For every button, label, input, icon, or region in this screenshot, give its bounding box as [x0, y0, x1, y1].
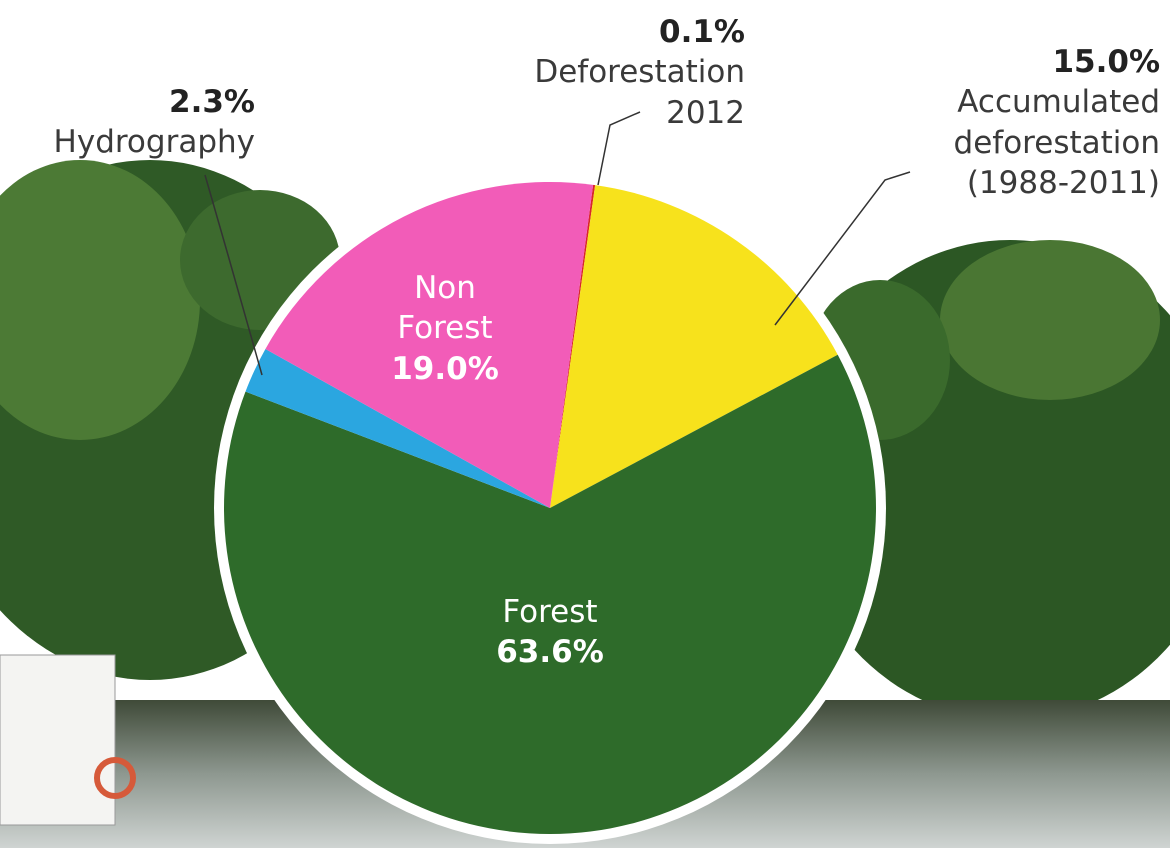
slice-label: 15.0% Accumulated deforestation (1988-201…: [910, 42, 1160, 203]
value-label: 0.1%: [659, 14, 745, 50]
category-label: Deforestation 2012: [534, 54, 745, 131]
pie: [224, 182, 877, 834]
pie-slice: [550, 185, 838, 509]
slice-label: 0.1% Deforestation 2012: [475, 12, 745, 133]
category-label: Hydrography: [53, 124, 255, 161]
slice-label: Non Forest 19.0%: [385, 268, 505, 389]
leader-lines: [204, 111, 911, 376]
category-label: Forest: [502, 594, 598, 630]
slice-label: Forest 63.6%: [470, 592, 630, 673]
category-label: Accumulated deforestation (1988-2011): [953, 84, 1160, 201]
pie-slice: [224, 354, 877, 834]
value-label: 19.0%: [391, 350, 499, 387]
slice-label: 2.3% Hydrography: [0, 82, 255, 163]
pie-slice: [550, 184, 596, 508]
pie-slice: [245, 348, 550, 508]
pie-slice: [265, 182, 594, 508]
value-label: 2.3%: [169, 84, 255, 120]
value-label: 63.6%: [496, 634, 604, 671]
category-label: Non Forest: [397, 270, 493, 347]
value-label: 15.0%: [1052, 44, 1160, 80]
